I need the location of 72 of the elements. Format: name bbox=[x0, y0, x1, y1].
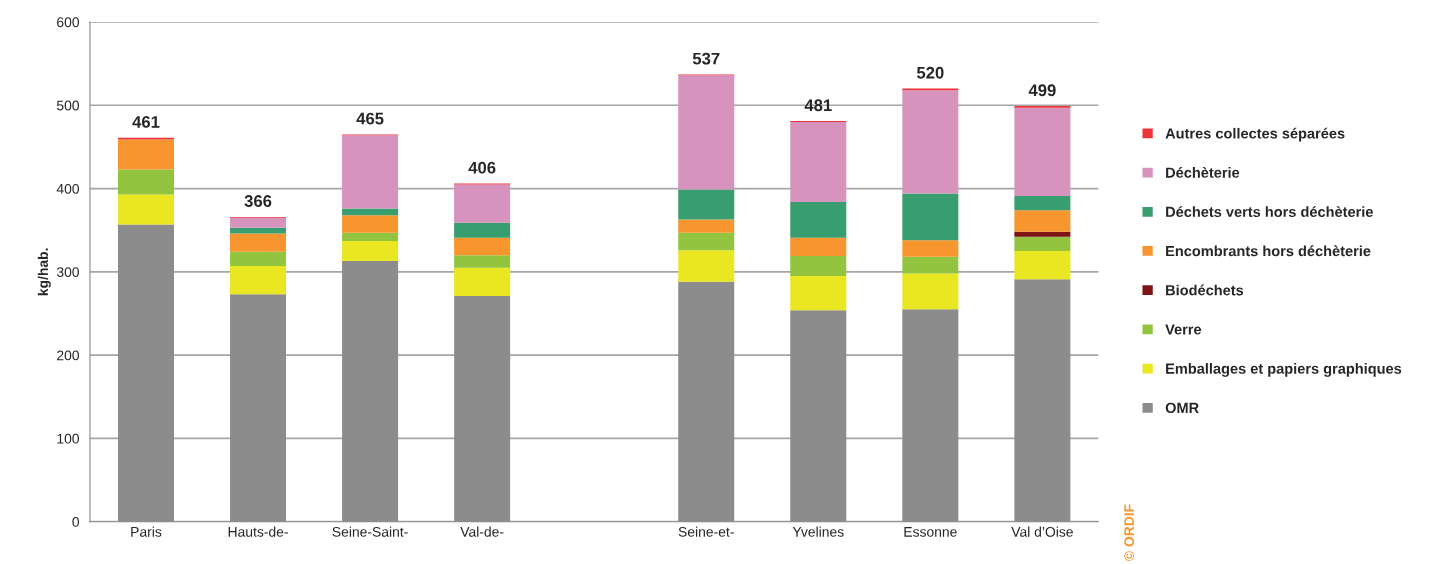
bar bbox=[1014, 231, 1071, 237]
bar bbox=[1014, 107, 1071, 197]
bar bbox=[678, 250, 735, 282]
bar bbox=[454, 237, 511, 256]
x-tick-label: Seine-Saint- bbox=[332, 526, 408, 537]
bar bbox=[230, 266, 287, 295]
x-tick-label: Yvelines bbox=[792, 526, 844, 537]
total-label: 366 bbox=[244, 195, 272, 207]
x-tick-label: Paris bbox=[131, 526, 162, 537]
bar bbox=[454, 184, 511, 223]
total-label: 520 bbox=[916, 66, 944, 79]
y-tick-label: 100 bbox=[57, 433, 79, 444]
text: © ORDIF bbox=[1124, 504, 1135, 561]
bar bbox=[902, 256, 959, 274]
bar bbox=[230, 233, 287, 252]
legend-label: Biodéchets bbox=[1166, 284, 1244, 296]
bar bbox=[1014, 196, 1071, 211]
bar bbox=[117, 169, 174, 195]
total-label: 537 bbox=[692, 52, 720, 65]
x-tick-label: Val d’Oise bbox=[1011, 526, 1073, 537]
legend-label: Déchèterie bbox=[1166, 166, 1240, 178]
bar bbox=[678, 189, 735, 220]
total-label: 461 bbox=[132, 116, 160, 128]
legend-label: Autres collectes séparées bbox=[1165, 127, 1345, 142]
x-tick-label: Essonne bbox=[904, 527, 957, 537]
y-tick-label: 0 bbox=[72, 517, 79, 527]
legend-label: Emballages et papiers graphiques bbox=[1166, 363, 1402, 377]
legend-label: Encombrants hors déchèterie bbox=[1166, 245, 1371, 257]
x-tick-label: Hauts-de- bbox=[228, 526, 288, 537]
bar bbox=[902, 90, 959, 194]
bar bbox=[790, 256, 847, 277]
legend-label: Verre bbox=[1165, 324, 1202, 335]
bar bbox=[678, 232, 735, 251]
bar bbox=[678, 219, 735, 233]
y-axis-title: kg/hab. bbox=[37, 248, 51, 296]
total-label: 465 bbox=[356, 112, 384, 125]
bar bbox=[342, 241, 399, 262]
bar bbox=[902, 240, 959, 257]
x-tick-label: Val-de- bbox=[460, 526, 504, 537]
bar bbox=[902, 193, 959, 241]
bar bbox=[790, 276, 847, 311]
bar bbox=[342, 232, 399, 242]
y-tick-label: 500 bbox=[56, 100, 79, 111]
x-tick-label: Seine-et- bbox=[678, 526, 734, 537]
bar bbox=[454, 255, 511, 268]
bar bbox=[342, 215, 399, 233]
bar bbox=[902, 273, 959, 310]
y-tick-label: 200 bbox=[57, 350, 79, 361]
bar bbox=[678, 75, 735, 190]
y-tick-label: 300 bbox=[56, 267, 79, 278]
total-label: 481 bbox=[804, 99, 832, 112]
bar bbox=[790, 237, 847, 257]
bar bbox=[790, 201, 847, 238]
bar bbox=[790, 121, 847, 202]
legend-label: Déchets verts hors déchèterie bbox=[1166, 206, 1373, 218]
bar bbox=[117, 139, 174, 170]
bar bbox=[454, 222, 511, 238]
bar bbox=[1014, 210, 1071, 232]
bar bbox=[454, 267, 511, 296]
bar bbox=[342, 208, 399, 216]
y-tick-label: 600 bbox=[57, 17, 79, 28]
total-label: 499 bbox=[1028, 84, 1056, 97]
bar bbox=[117, 194, 174, 225]
bar bbox=[1014, 251, 1071, 280]
bar bbox=[230, 217, 287, 228]
bar bbox=[230, 227, 287, 234]
y-tick-label: 400 bbox=[56, 183, 79, 194]
total-label: 406 bbox=[468, 161, 496, 174]
legend-label: OMR bbox=[1165, 402, 1199, 414]
bar bbox=[342, 135, 399, 209]
bar bbox=[230, 251, 287, 267]
bar bbox=[1014, 236, 1071, 252]
